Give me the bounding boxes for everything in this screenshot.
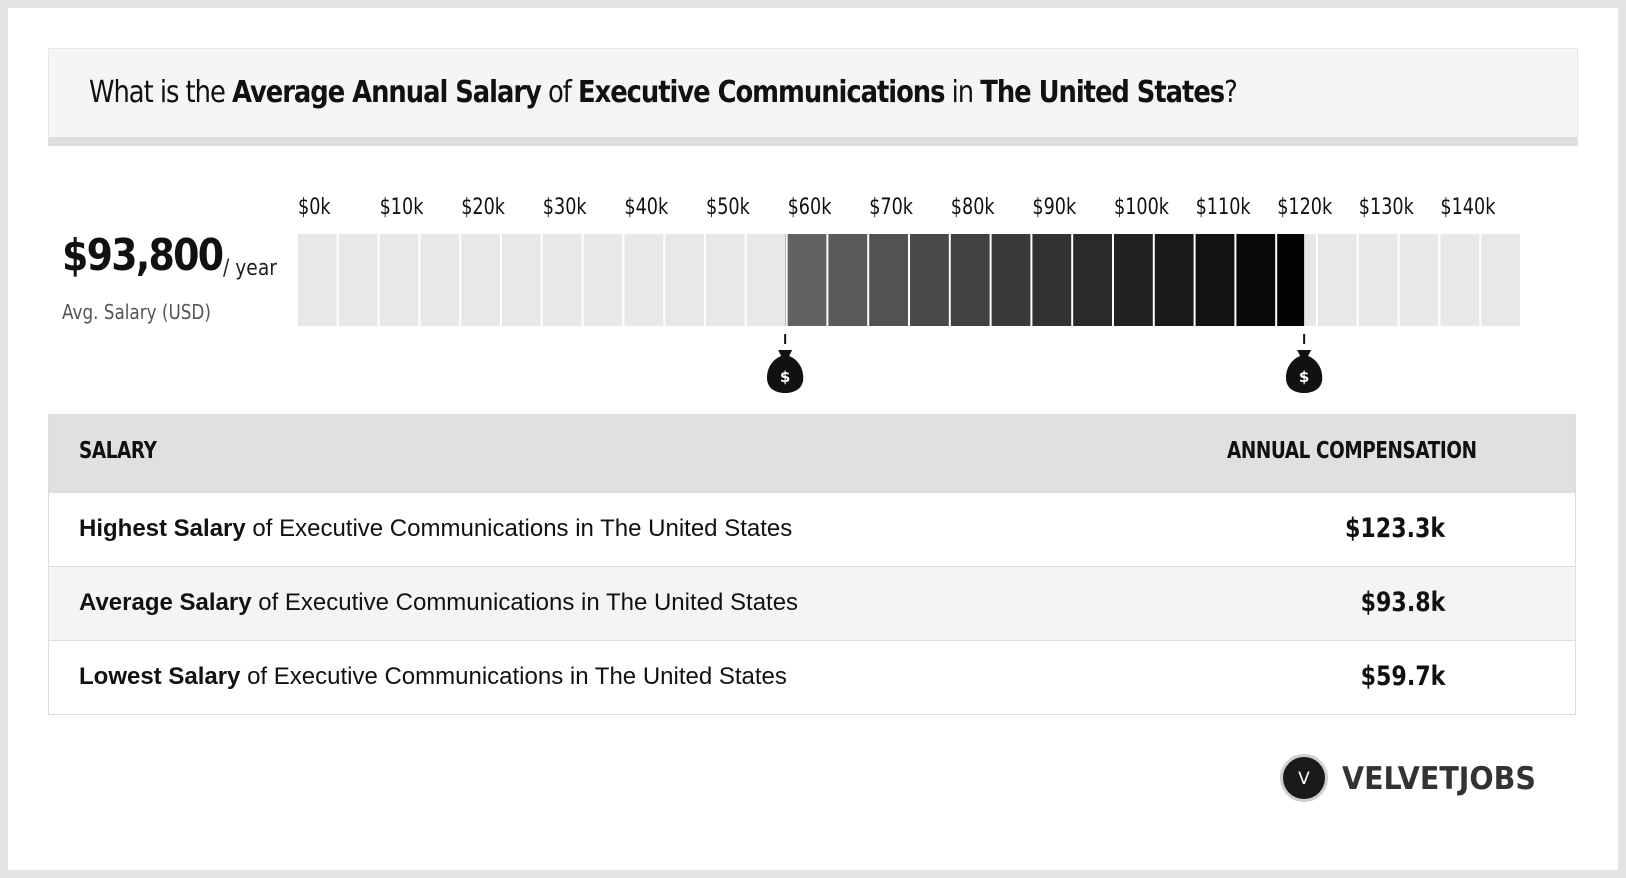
tick-label: $120k xyxy=(1277,195,1332,220)
bar-segment xyxy=(1481,234,1520,326)
tick-label: $100k xyxy=(1114,195,1169,220)
bar-segment xyxy=(338,234,378,326)
tick-label: $130k xyxy=(1359,195,1414,220)
range-segment xyxy=(1073,234,1112,326)
bar-segment xyxy=(542,234,582,326)
dollar-sign-icon: $ xyxy=(780,368,790,386)
row-label: Lowest Salary of Executive Communication… xyxy=(79,663,787,690)
table-row-average: Average Salary of Executive Communicatio… xyxy=(49,566,1575,640)
header-annual-compensation: ANNUAL COMPENSATION xyxy=(1227,438,1477,464)
salary-card: What is the Average Annual Salary of Exe… xyxy=(8,8,1618,870)
bar-segment xyxy=(624,234,664,326)
range-segment xyxy=(1195,234,1235,326)
bar-segment xyxy=(1399,234,1439,326)
tick-label: $70k xyxy=(869,195,913,220)
bar-segment xyxy=(583,234,623,326)
tick-label: $80k xyxy=(951,195,995,220)
bar-segment xyxy=(420,234,460,326)
title-box: What is the Average Annual Salary of Exe… xyxy=(48,48,1578,146)
tick-label: $10k xyxy=(380,195,424,220)
tick-label: $20k xyxy=(461,195,505,220)
money-bag-icon xyxy=(1286,350,1323,393)
range-segment xyxy=(828,234,868,326)
row-label: Average Salary of Executive Communicatio… xyxy=(79,589,799,616)
tick-label: $110k xyxy=(1196,195,1251,220)
salary-table: SALARY ANNUAL COMPENSATION Highest Salar… xyxy=(48,414,1576,715)
bar-segment xyxy=(461,234,500,326)
salary-range-chart: $0k $10k $20k $30k $40k $50k $60k $70k $80k $90k $… xyxy=(298,195,1520,393)
table-row-lowest: Lowest Salary of Executive Communication… xyxy=(49,640,1575,714)
row-value: $123.3k xyxy=(1344,513,1445,544)
tick-label: $60k xyxy=(788,195,832,220)
row-value: $59.7k xyxy=(1360,661,1445,692)
bar-segment xyxy=(379,234,419,326)
range-segment xyxy=(1277,234,1305,326)
header-salary: SALARY xyxy=(79,438,157,464)
tick-label: $90k xyxy=(1032,195,1076,220)
range-segment xyxy=(950,234,990,326)
money-bag-icon xyxy=(767,350,804,393)
range-segment xyxy=(1032,234,1072,326)
average-salary-value: $93,800 xyxy=(62,230,224,281)
per-year-label: / year xyxy=(223,256,277,281)
tick-label: $0k xyxy=(298,195,331,220)
dollar-sign-icon: $ xyxy=(1299,368,1309,386)
logo-badge-icon: V xyxy=(1280,754,1328,802)
bar-segment xyxy=(1318,234,1357,326)
average-salary-label: Avg. Salary (USD) xyxy=(62,300,211,324)
range-segment xyxy=(1236,234,1276,326)
range-segment xyxy=(787,234,827,326)
bar-segment xyxy=(746,234,786,326)
bar-segment xyxy=(298,234,337,326)
tick-label: $30k xyxy=(543,195,587,220)
bar-segment xyxy=(1358,234,1398,326)
tick-label: $40k xyxy=(624,195,668,220)
tick-label: $140k xyxy=(1440,195,1495,220)
range-segment xyxy=(1154,234,1194,326)
bar-segment xyxy=(665,234,704,326)
range-segment xyxy=(1114,234,1153,326)
bar-segment xyxy=(706,234,745,326)
row-label: Highest Salary of Executive Communicatio… xyxy=(79,515,793,542)
range-segment xyxy=(991,234,1031,326)
table-row-highest: Highest Salary of Executive Communicatio… xyxy=(49,492,1575,566)
page-title: What is the Average Annual Salary of Exe… xyxy=(89,75,1238,110)
table-header: SALARY ANNUAL COMPENSATION xyxy=(49,414,1575,492)
tick-label: $50k xyxy=(706,195,750,220)
bar-segment xyxy=(502,234,541,326)
bar-segment xyxy=(1440,234,1480,326)
range-segment xyxy=(869,234,908,326)
row-value: $93.8k xyxy=(1360,587,1445,618)
brand-name: VELVETJOBS xyxy=(1342,761,1536,797)
range-segment xyxy=(910,234,949,326)
